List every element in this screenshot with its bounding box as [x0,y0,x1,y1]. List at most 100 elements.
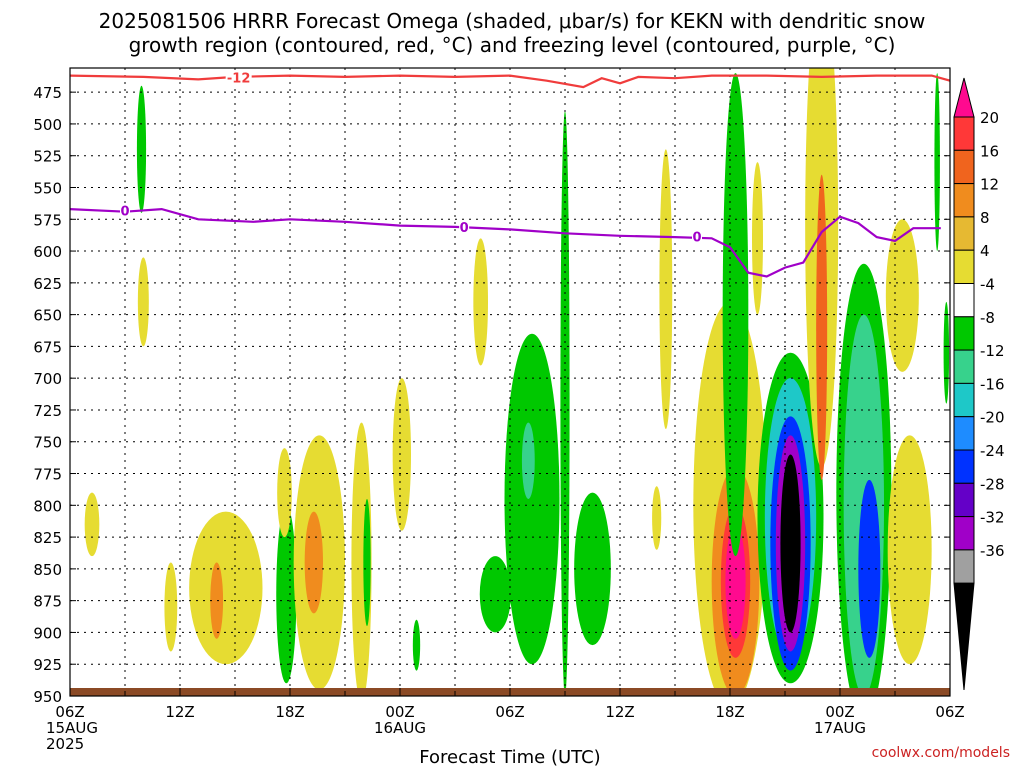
y-tick-label-900: 900 [33,624,62,642]
colorbar-box-13 [953,516,975,551]
omega-cell-21 [652,486,662,550]
colorbar-box-2 [953,149,975,185]
x-tick-label-12-0: 18Z [275,703,304,721]
colorbar-box-12 [953,482,975,518]
colorbar-label-2: 12 [980,176,999,194]
colorbar-box-4 [953,216,975,251]
omega-cell-2 [137,257,149,347]
colorbar-label-6: -8 [980,309,995,327]
omega-cell-10 [351,422,372,696]
y-tick-label-875: 875 [33,593,62,611]
omega-cell-5 [210,562,224,639]
colorbar-box-10 [953,416,975,451]
y-tick-label-850: 850 [33,561,62,579]
y-tick-label-550: 550 [33,179,62,197]
x-tick-label-0-2: 2025 [46,735,84,753]
x-tick-label-18-0: 00Z [385,703,414,721]
colorbar-box-14 [953,549,975,584]
y-tick-label-525: 525 [33,148,62,166]
y-tick-label-650: 650 [33,307,62,325]
omega-cell-27 [752,162,763,315]
omega-cell-0 [84,492,100,557]
omega-cell-7 [277,448,292,538]
chart-title-line2: growth region (contoured, red, °C) and f… [129,33,896,57]
omega-cell-19 [574,492,611,646]
y-tick-label-675: 675 [33,338,62,356]
x-tick-label-36-0: 18Z [715,703,744,721]
dgz-label-bg [225,70,252,85]
omega-cell-4 [189,511,263,665]
omega-cell-9 [304,511,324,614]
omega-cell-20 [659,149,673,430]
contour-lines: 0 0 0 -12 [70,70,950,278]
credit-text: coolwx.com/models [872,745,1010,761]
omega-cell-32 [780,454,801,633]
y-tick-label-600: 600 [33,243,62,261]
y-tick-label-950: 950 [33,688,62,706]
y-axis: 475 500 525 550 575 600 625 650 675 700 725 750 775 8… [33,84,950,706]
x-tick-label-0-1: 15AUG [46,719,98,737]
colorbar-bottom-arrow [953,582,975,691]
contour-dendritic-growth-region [70,74,950,89]
x-tick-label-48-0: 06Z [935,703,964,721]
x-tick-label-24-0: 06Z [495,703,524,721]
colorbar-box-8 [953,349,975,384]
colorbar-box-6 [953,283,975,318]
y-tick-label-725: 725 [33,402,62,420]
omega-cell-1 [136,85,147,213]
omega-cell-41 [943,301,950,404]
y-tick-label-700: 700 [33,370,62,388]
omega-cell-38 [885,219,919,372]
omega-cell-14 [473,238,488,366]
freezing-level-label-bg-0 [120,204,130,219]
colorbar-box-3 [953,183,975,218]
omega-cell-6 [276,505,297,684]
omega-cell-17 [521,422,535,499]
omega-cell-18 [560,111,570,696]
omega-cell-11 [363,498,371,627]
colorbar-label-11: -28 [980,475,1005,493]
y-tick-label-825: 825 [33,529,62,547]
colorbar-label-8: -16 [980,375,1005,393]
y-tick-label-750: 750 [33,434,62,452]
freezing-level-label-2: 0 [692,231,701,246]
omega-shading [84,68,950,696]
plot-area: 0 0 0 -12 [70,68,950,696]
freezing-level-label-bg-2 [692,230,702,245]
x-tick-label-18-1: 16AUG [374,719,426,737]
omega-cell-3 [164,562,178,652]
freezing-level-label-1: 0 [460,221,469,236]
colorbar-box-7 [953,316,975,351]
x-tick-label-42-1: 17AUG [814,719,866,737]
colorbar-label-13: -36 [980,542,1005,560]
y-tick-label-925: 925 [33,656,62,674]
y-tick-label-625: 625 [33,275,62,293]
x-tick-label-30-0: 12Z [605,703,634,721]
colorbar-label-12: -32 [980,509,1005,527]
chart-title-line1: 2025081506 HRRR Forecast Omega (shaded, … [99,9,926,33]
colorbar-label-7: -12 [980,342,1005,360]
y-tick-label-575: 575 [33,211,62,229]
omega-cell-15 [479,556,511,633]
colorbar-box-9 [953,382,975,418]
omega-cell-40 [934,73,940,252]
omega-cell-39 [887,435,932,665]
freezing-level-label-0: 0 [120,205,129,220]
colorbar-box-1 [953,116,975,151]
colorbar-label-3: 8 [980,209,990,227]
colorbar: 20 16 12 8 4 -4 -8 -12 -16 -20 -24 -28 -32 -36 [953,77,1005,691]
freezing-level-label-bg-1 [459,221,470,236]
x-tick-label-6-0: 12Z [165,703,194,721]
colorbar-label-4: 4 [980,242,990,260]
colorbar-top-arrow [953,77,975,118]
colorbar-label-9: -20 [980,409,1005,427]
omega-cell-13 [412,619,421,671]
y-tick-label-800: 800 [33,497,62,515]
colorbar-label-1: 16 [980,142,999,160]
x-tick-label-0-0: 06Z [55,703,84,721]
y-tick-label-775: 775 [33,466,62,484]
y-tick-label-500: 500 [33,116,62,134]
omega-cell-12 [392,378,412,531]
x-tick-label-42-0: 00Z [825,703,854,721]
